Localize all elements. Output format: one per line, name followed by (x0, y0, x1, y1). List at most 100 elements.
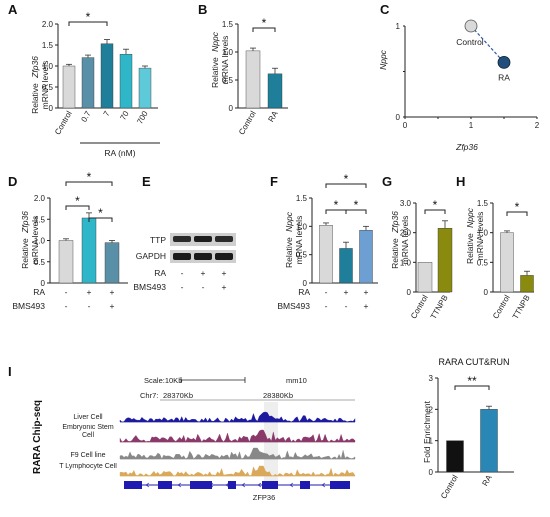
gene-exon-6 (330, 481, 350, 489)
f-row-1-sign-0: - (325, 301, 328, 311)
c-axes: 0 1 2 0 1 (396, 22, 540, 130)
h-sig-bracket-0 (506, 211, 528, 216)
d-sig-bracket-2 (65, 181, 113, 186)
panel-g: Relative Zfp36 mRNA levels 0 1.0 2.0 3.0 Co… (390, 198, 453, 321)
e-row-label-1: BMS493 (133, 282, 166, 292)
gene-strand-arrow-2 (161, 482, 166, 488)
f-ylabel-relative: Relative (284, 237, 294, 268)
chip-assembly: mm10 (286, 376, 307, 385)
d-ytick-label-2: 1.0 (34, 237, 46, 246)
d-ytick-label-0: 0 (41, 279, 46, 288)
b-ylabel-relative: Relative (210, 57, 220, 88)
gene-exon-1 (158, 481, 172, 489)
g-ytick-label-3: 3.0 (400, 199, 412, 208)
h-ylabel-mrna: mRNA levels (475, 212, 485, 261)
f-ytick-label-0: 0 (303, 279, 308, 288)
panel-letter-d: D (8, 174, 17, 189)
c-xtick-label-4: 2 (535, 121, 540, 130)
f-row-0-sign-0: - (325, 287, 328, 297)
a-bar-1 (81, 57, 95, 109)
h-bar-0 (500, 232, 514, 293)
b-ytick-label-0: 0 (229, 104, 234, 113)
cutrun-bar-1 (480, 409, 498, 473)
a-sig-bracket-0 (68, 21, 108, 26)
d-row-0-sign-0: - (65, 287, 68, 297)
svg-text:Relative Zfp36: Relative Zfp36 (390, 211, 400, 269)
f-row-label-0: RA (298, 287, 310, 297)
svg-text:Relative Nppc: Relative Nppc (210, 31, 220, 88)
panel-a: Relative Zfp36 mRNA levels 0 0.5 1.0 1.5 2.0… (30, 10, 160, 158)
chip-track-1 (119, 429, 356, 443)
g-sig-bracket-0 (424, 209, 446, 214)
f-row-1-sign-1: - (345, 301, 348, 311)
gene-strand-arrow-11 (305, 482, 310, 488)
h-xtick-label-1: TTNPB (511, 294, 532, 321)
a-sig-star-0: * (86, 10, 91, 24)
gene-strand-arrow-12 (321, 482, 326, 488)
h-ylabel-relative: Relative (465, 233, 475, 264)
a-ylabel-mrna: mRNA levels (40, 61, 50, 110)
g-ytick-label-0: 0 (407, 288, 412, 297)
gene-strand-arrow-9 (273, 482, 278, 488)
d-row-1-sign-1: - (88, 301, 91, 311)
cutrun-ytick-label-2: 2 (429, 405, 434, 414)
f-sig-star-2: * (344, 172, 349, 186)
g-bar-1 (437, 228, 453, 293)
chip-chrom: Chr7: (140, 391, 158, 400)
gene-exon-3 (228, 481, 236, 489)
cutrun-ylabel: Fold Enrichment (422, 400, 432, 463)
a-bar-3 (119, 54, 133, 109)
d-condition-rows: RA - + + BMS493 - - + (12, 287, 114, 311)
d-row-0-sign-1: + (87, 287, 92, 297)
e-condition-rows: RA - + + BMS493 - - + (133, 268, 226, 292)
panel-i-chip: RARA Chip-seq Scale:10Kb mm10 Chr7: 2837… (32, 376, 356, 502)
cutrun-sig-bracket-0 (454, 385, 490, 390)
h-ytick-label-1: 0.5 (477, 258, 489, 267)
chip-tracks (119, 411, 356, 477)
f-ytick-label-1: 0.5 (296, 251, 308, 260)
g-ytick-label-1: 1.0 (400, 258, 412, 267)
b-xtick-label-0: Control (237, 109, 258, 136)
panel-letter-c: C (380, 2, 390, 17)
f-ylabel-mrna: mRNA levels (294, 216, 304, 265)
e-ttp-band-3 (215, 236, 233, 242)
g-ylabel-mrna: mRNA levels (400, 216, 410, 265)
chip-track-2 (119, 447, 356, 460)
e-label-gapdh: GAPDH (136, 251, 166, 261)
c-point-label-ra: RA (498, 72, 510, 82)
track-label-t-lymphocyte: T Lymphocyte Cell (59, 463, 117, 470)
h-bars: Control TTNPB (491, 230, 534, 321)
a-ytick-label-2: 1.0 (42, 62, 54, 71)
chip-track-0 (119, 411, 356, 423)
e-row-1-sign-1: - (202, 282, 205, 292)
a-ylabel-relative: Relative (30, 83, 40, 114)
a-ylabel-gene: Zfp36 (30, 56, 40, 79)
cutrun-significance: ** (454, 374, 490, 390)
gene-strand-arrow-3 (177, 482, 182, 488)
cutrun-bars: Control RA (439, 405, 498, 500)
f-sig-bracket-2 (325, 183, 367, 188)
f-bar-2 (359, 230, 373, 284)
h-xtick-label-0: Control (491, 293, 512, 320)
svg-text:Relative Zfp36: Relative Zfp36 (20, 211, 30, 269)
c-point-ra (497, 56, 511, 69)
panel-h: Relative Nppc mRNA levels 0 0.5 1.0 1.5 Con… (465, 199, 534, 321)
a-xtick-label-4: 700 (135, 109, 150, 126)
d-sig-star-2: * (87, 170, 92, 184)
b-bar-1 (267, 73, 283, 109)
c-xtick-label-0: 0 (403, 121, 408, 130)
gene-strand-arrow-1 (145, 482, 150, 488)
panel-d: Relative Zfp36 mRNA levels 0 0.5 1.0 1.5 2.0… (12, 170, 128, 311)
d-ytick-label-3: 1.5 (34, 215, 46, 224)
panel-letter-e: E (142, 174, 151, 189)
d-ylabel-gene: Zfp36 (20, 211, 30, 234)
d-row-1-sign-2: + (110, 301, 115, 311)
a-xtick-label-3: 70 (118, 109, 131, 122)
e-gapdh-band-3 (215, 253, 233, 260)
f-bar-1 (339, 248, 353, 284)
g-bar-0 (417, 262, 433, 293)
a-xlabel: RA (nM) (104, 148, 135, 158)
b-ylabel-mrna: mRNA levels (220, 36, 230, 85)
b-sig-star-0: * (262, 16, 267, 30)
